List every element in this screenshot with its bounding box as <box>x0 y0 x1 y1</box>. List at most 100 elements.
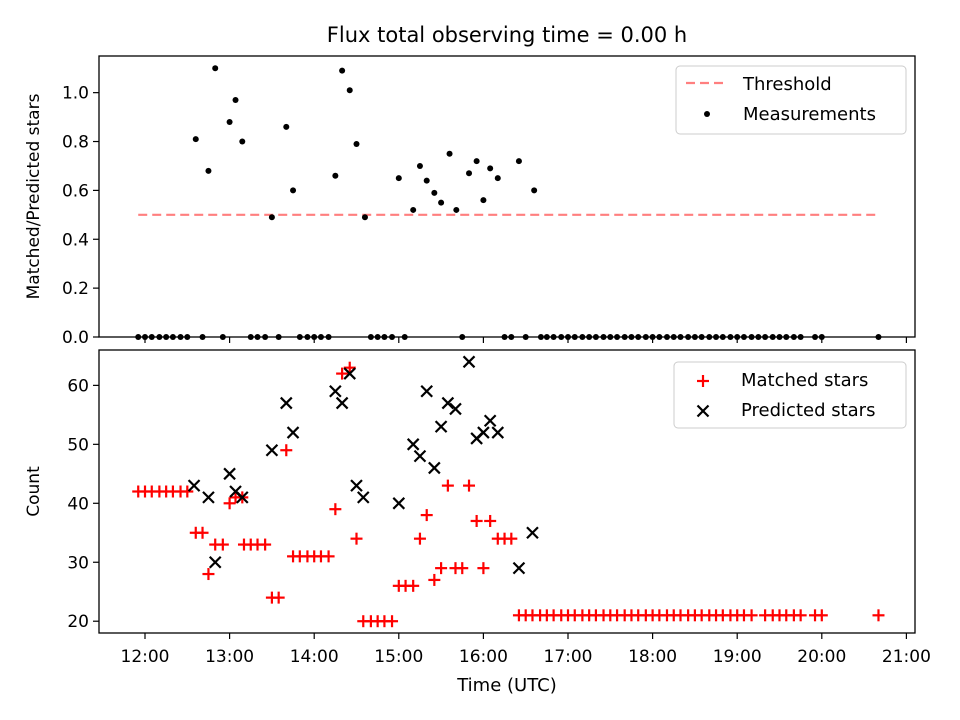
matched-star-point <box>413 532 426 545</box>
measurement-point <box>621 334 628 340</box>
measurement-point <box>374 334 381 340</box>
measurement-point <box>219 334 226 340</box>
matched-star-point <box>872 609 885 622</box>
predicted-star-point <box>434 420 448 433</box>
predicted-star-point <box>265 443 279 457</box>
predicted-star-point <box>187 479 201 492</box>
legend-measurement-swatch <box>704 111 710 117</box>
predicted-star-point-b <box>512 561 526 575</box>
predicted-star-point <box>449 402 462 416</box>
measurement-point <box>416 162 423 169</box>
predicted-star-point-b <box>526 526 539 540</box>
measurement-point <box>466 170 473 177</box>
measurement-point <box>395 175 402 182</box>
measurement-point <box>262 334 269 340</box>
predicted-star-point-b <box>356 491 370 504</box>
measurement-point <box>446 150 453 157</box>
measurement-point <box>239 138 246 145</box>
predicted-star-point <box>335 396 349 410</box>
measurement-point <box>232 96 239 103</box>
top-panel-ytick-label: 0.0 <box>62 328 89 348</box>
matched-star-point <box>794 609 807 622</box>
measurement-point <box>565 334 571 340</box>
measurement-point <box>367 334 374 340</box>
predicted-star-point-b <box>406 438 420 451</box>
predicted-star-point <box>286 426 300 439</box>
measurement-point <box>713 334 720 340</box>
measurement-point <box>254 334 261 340</box>
measurement-point <box>247 334 254 340</box>
predicted-star-point <box>462 355 476 369</box>
predicted-star-point-b <box>335 396 349 410</box>
predicted-star-point <box>441 396 455 410</box>
predicted-star-point <box>236 491 249 504</box>
measurement-point <box>522 334 529 340</box>
matched-star-point <box>505 532 518 545</box>
predicted-star-point-b <box>392 497 406 510</box>
matched-star-point <box>202 568 215 581</box>
predicted-star-point <box>483 414 497 428</box>
predicted-star-point-b <box>236 491 249 504</box>
bottom-panel-xtick-label: 18:00 <box>628 647 677 667</box>
matched-star-point <box>223 497 236 510</box>
top-panel-ytick-label: 0.2 <box>62 279 89 299</box>
predicted-star-point <box>202 491 215 504</box>
measurement-point <box>226 118 233 125</box>
measurement-point <box>311 334 318 340</box>
matched-star-point <box>441 479 454 492</box>
measurement-point <box>480 197 487 204</box>
measurement-point <box>353 140 360 147</box>
predicted-star-point-b <box>229 485 242 498</box>
measurement-point <box>199 334 206 340</box>
predicted-star-point-b <box>462 355 476 369</box>
measurement-point <box>748 334 755 340</box>
top-legend-box <box>675 65 907 135</box>
measurement-point <box>740 334 747 340</box>
predicted-star-point-b <box>329 384 342 398</box>
measurement-point <box>453 206 460 213</box>
measurement-point <box>727 334 734 340</box>
top-legend: Threshold Measurements <box>675 65 907 135</box>
predicted-star-point <box>280 396 293 410</box>
measurement-point <box>410 206 417 213</box>
bottom-panel-xtick-label: 19:00 <box>713 647 762 667</box>
measurement-point <box>184 334 191 340</box>
measurement-point <box>614 334 621 340</box>
top-panel-ylabel: Matched/Predicted stars <box>24 93 44 299</box>
measurement-point <box>628 334 635 340</box>
predicted-star-point <box>356 491 370 504</box>
predicted-star-point-b <box>286 426 300 439</box>
measurement-point <box>317 334 324 340</box>
chart-title: Flux total observing time = 0.00 h <box>327 23 687 47</box>
matched-star-point <box>272 591 285 604</box>
measurement-point <box>296 334 303 340</box>
matched-star-point <box>336 367 349 380</box>
predicted-star-point <box>512 561 526 575</box>
matched-star-point <box>350 532 363 545</box>
measurement-point <box>550 334 557 340</box>
bottom-panel-xtick-label: 15:00 <box>374 647 423 667</box>
bottom-panel-ylabel: Count <box>24 466 44 517</box>
measurement-point <box>332 172 339 179</box>
matched-star-point <box>386 615 399 628</box>
measurement-point <box>875 334 882 340</box>
measurement-point <box>142 334 148 340</box>
measurement-point <box>389 334 396 340</box>
measurement-point <box>670 334 677 340</box>
legend-threshold-label: Threshold <box>742 74 832 95</box>
predicted-star-point-b <box>428 461 441 475</box>
top-panel-ytick-label: 1.0 <box>62 84 89 104</box>
bottom-panel-xtick-label: 21:00 <box>882 647 931 667</box>
measurement-point <box>734 334 741 340</box>
measurement-point <box>515 158 522 165</box>
measurement-point <box>607 334 614 340</box>
predicted-star-point-b <box>350 479 363 492</box>
predicted-star-point <box>223 467 236 481</box>
bottom-panel-ytick-label: 60 <box>67 376 89 396</box>
bottom-panel-xlabel: Time (UTC) <box>456 675 557 696</box>
measurement-point <box>163 334 170 340</box>
bottom-panel-ytick-label: 40 <box>67 494 89 514</box>
bottom-panel-xtick-label: 12:00 <box>121 647 170 667</box>
predicted-star-point-b <box>491 426 505 439</box>
predicted-star-point-b <box>265 443 279 457</box>
